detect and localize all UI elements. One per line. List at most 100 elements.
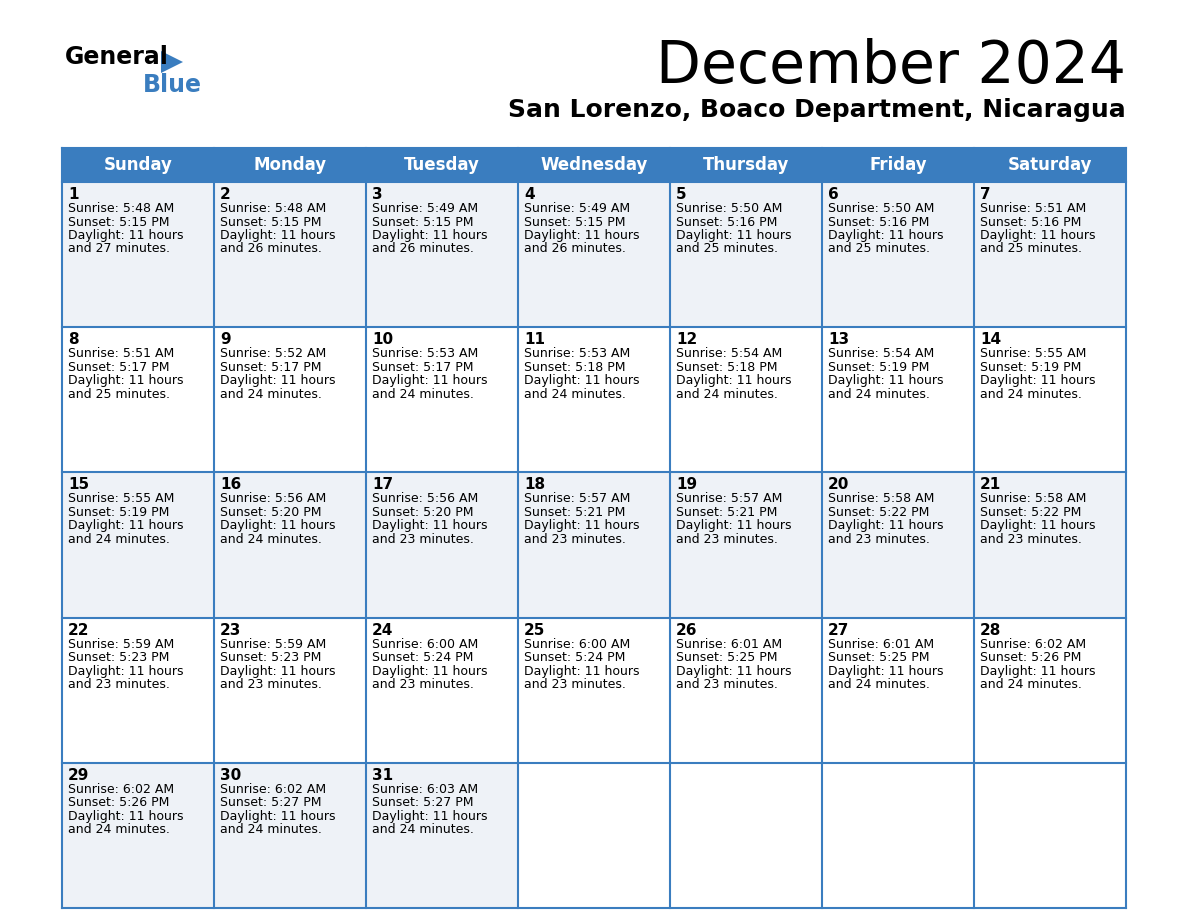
Text: and 24 minutes.: and 24 minutes. — [828, 678, 930, 691]
Text: Sunset: 5:17 PM: Sunset: 5:17 PM — [220, 361, 322, 374]
Text: Daylight: 11 hours: Daylight: 11 hours — [524, 665, 639, 677]
Bar — [366, 763, 518, 908]
Text: Thursday: Thursday — [703, 156, 789, 174]
Text: Daylight: 11 hours: Daylight: 11 hours — [980, 229, 1095, 242]
Bar — [62, 618, 214, 763]
Text: and 24 minutes.: and 24 minutes. — [980, 678, 1082, 691]
Bar — [214, 763, 366, 908]
Text: Sunrise: 5:55 AM: Sunrise: 5:55 AM — [68, 492, 175, 506]
Text: Daylight: 11 hours: Daylight: 11 hours — [68, 520, 183, 532]
Text: Sunrise: 5:58 AM: Sunrise: 5:58 AM — [828, 492, 935, 506]
Text: Sunset: 5:20 PM: Sunset: 5:20 PM — [372, 506, 474, 519]
Bar — [974, 473, 1126, 618]
Text: Sunset: 5:15 PM: Sunset: 5:15 PM — [220, 216, 322, 229]
Text: 15: 15 — [68, 477, 89, 492]
Text: Sunset: 5:22 PM: Sunset: 5:22 PM — [828, 506, 929, 519]
Text: 30: 30 — [220, 767, 241, 783]
Text: Sunrise: 6:02 AM: Sunrise: 6:02 AM — [68, 783, 175, 796]
Text: 11: 11 — [524, 332, 545, 347]
Text: Sunset: 5:21 PM: Sunset: 5:21 PM — [524, 506, 625, 519]
Text: and 24 minutes.: and 24 minutes. — [220, 823, 322, 836]
Text: Daylight: 11 hours: Daylight: 11 hours — [220, 229, 335, 242]
Text: and 23 minutes.: and 23 minutes. — [372, 533, 474, 546]
Text: Sunset: 5:27 PM: Sunset: 5:27 PM — [220, 796, 322, 810]
Text: Sunset: 5:23 PM: Sunset: 5:23 PM — [220, 651, 322, 664]
Bar — [974, 327, 1126, 473]
Text: and 23 minutes.: and 23 minutes. — [524, 678, 626, 691]
Text: Sunrise: 5:58 AM: Sunrise: 5:58 AM — [980, 492, 1086, 506]
Bar — [670, 618, 822, 763]
Text: and 24 minutes.: and 24 minutes. — [828, 387, 930, 400]
Text: Sunset: 5:17 PM: Sunset: 5:17 PM — [68, 361, 170, 374]
Text: San Lorenzo, Boaco Department, Nicaragua: San Lorenzo, Boaco Department, Nicaragua — [508, 98, 1126, 122]
Text: Sunrise: 5:57 AM: Sunrise: 5:57 AM — [524, 492, 631, 506]
Text: 7: 7 — [980, 187, 991, 202]
Bar — [822, 327, 974, 473]
Text: 20: 20 — [828, 477, 849, 492]
Bar — [822, 618, 974, 763]
Text: and 24 minutes.: and 24 minutes. — [372, 387, 474, 400]
Bar — [518, 763, 670, 908]
Text: Daylight: 11 hours: Daylight: 11 hours — [68, 375, 183, 387]
Text: Daylight: 11 hours: Daylight: 11 hours — [524, 229, 639, 242]
Text: and 23 minutes.: and 23 minutes. — [220, 678, 322, 691]
Text: 24: 24 — [372, 622, 393, 638]
Bar — [518, 473, 670, 618]
Text: General: General — [65, 45, 169, 69]
Bar — [670, 763, 822, 908]
Text: 9: 9 — [220, 332, 230, 347]
Text: 18: 18 — [524, 477, 545, 492]
Text: Daylight: 11 hours: Daylight: 11 hours — [220, 520, 335, 532]
Bar — [518, 182, 670, 327]
Text: Daylight: 11 hours: Daylight: 11 hours — [68, 810, 183, 823]
Text: Sunset: 5:22 PM: Sunset: 5:22 PM — [980, 506, 1081, 519]
Text: and 25 minutes.: and 25 minutes. — [676, 242, 778, 255]
Text: 22: 22 — [68, 622, 89, 638]
Text: and 23 minutes.: and 23 minutes. — [68, 678, 170, 691]
Text: Daylight: 11 hours: Daylight: 11 hours — [676, 229, 791, 242]
Text: Sunrise: 5:53 AM: Sunrise: 5:53 AM — [524, 347, 631, 360]
Text: Sunset: 5:25 PM: Sunset: 5:25 PM — [828, 651, 929, 664]
Text: and 24 minutes.: and 24 minutes. — [68, 823, 170, 836]
Text: Sunset: 5:19 PM: Sunset: 5:19 PM — [828, 361, 929, 374]
Text: Daylight: 11 hours: Daylight: 11 hours — [220, 665, 335, 677]
Text: Sunrise: 6:01 AM: Sunrise: 6:01 AM — [828, 638, 934, 651]
Text: and 24 minutes.: and 24 minutes. — [980, 387, 1082, 400]
Text: Sunrise: 5:51 AM: Sunrise: 5:51 AM — [980, 202, 1086, 215]
Text: Sunset: 5:27 PM: Sunset: 5:27 PM — [372, 796, 474, 810]
Text: Daylight: 11 hours: Daylight: 11 hours — [524, 520, 639, 532]
Text: 4: 4 — [524, 187, 535, 202]
Text: Daylight: 11 hours: Daylight: 11 hours — [980, 665, 1095, 677]
Text: Sunrise: 5:49 AM: Sunrise: 5:49 AM — [372, 202, 478, 215]
Bar — [214, 182, 366, 327]
Text: and 26 minutes.: and 26 minutes. — [372, 242, 474, 255]
Text: Sunset: 5:16 PM: Sunset: 5:16 PM — [828, 216, 929, 229]
Text: and 23 minutes.: and 23 minutes. — [524, 533, 626, 546]
Text: 14: 14 — [980, 332, 1001, 347]
Bar — [366, 618, 518, 763]
Text: 13: 13 — [828, 332, 849, 347]
Text: Sunrise: 5:55 AM: Sunrise: 5:55 AM — [980, 347, 1086, 360]
Bar — [670, 473, 822, 618]
Text: Sunset: 5:15 PM: Sunset: 5:15 PM — [372, 216, 474, 229]
Text: and 24 minutes.: and 24 minutes. — [220, 387, 322, 400]
Text: and 25 minutes.: and 25 minutes. — [68, 387, 170, 400]
Text: Sunday: Sunday — [103, 156, 172, 174]
Text: December 2024: December 2024 — [656, 38, 1126, 95]
Text: 17: 17 — [372, 477, 393, 492]
Bar — [974, 763, 1126, 908]
Text: 5: 5 — [676, 187, 687, 202]
Text: Sunset: 5:24 PM: Sunset: 5:24 PM — [372, 651, 473, 664]
Text: 8: 8 — [68, 332, 78, 347]
Text: Sunrise: 6:00 AM: Sunrise: 6:00 AM — [524, 638, 631, 651]
Text: Sunset: 5:24 PM: Sunset: 5:24 PM — [524, 651, 625, 664]
Text: Sunrise: 5:54 AM: Sunrise: 5:54 AM — [676, 347, 782, 360]
Text: Sunset: 5:18 PM: Sunset: 5:18 PM — [524, 361, 626, 374]
Text: and 24 minutes.: and 24 minutes. — [68, 533, 170, 546]
Text: Friday: Friday — [870, 156, 927, 174]
Text: 21: 21 — [980, 477, 1001, 492]
Text: Sunset: 5:26 PM: Sunset: 5:26 PM — [68, 796, 170, 810]
Text: 16: 16 — [220, 477, 241, 492]
Text: 2: 2 — [220, 187, 230, 202]
Bar — [822, 182, 974, 327]
